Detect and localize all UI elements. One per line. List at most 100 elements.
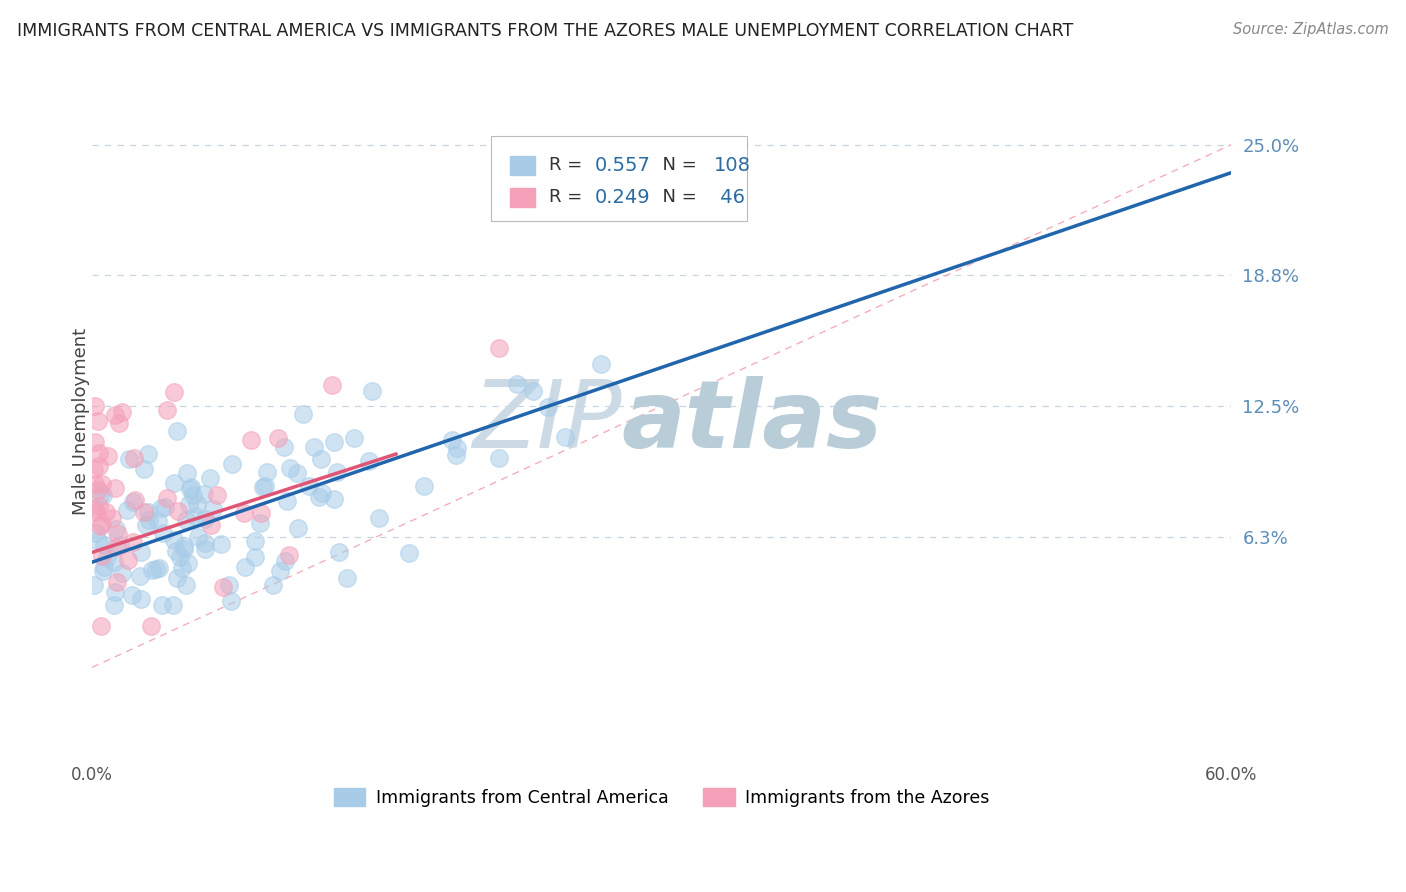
Point xyxy=(243,549,266,564)
Point xyxy=(276,494,298,508)
Point xyxy=(357,454,380,468)
Point xyxy=(262,578,284,592)
Legend: Immigrants from Central America, Immigrants from the Azores: Immigrants from Central America, Immigra… xyxy=(328,781,997,814)
Point xyxy=(84,477,107,491)
Point xyxy=(173,541,195,556)
Point xyxy=(150,500,173,515)
Point xyxy=(138,513,160,527)
Point xyxy=(233,559,256,574)
Point xyxy=(104,481,127,495)
Text: 0.249: 0.249 xyxy=(595,188,650,207)
Point xyxy=(94,505,117,519)
Point xyxy=(446,442,468,456)
Text: ZIP: ZIP xyxy=(472,376,621,467)
Point xyxy=(239,433,262,447)
Point xyxy=(148,515,170,529)
Text: 108: 108 xyxy=(714,156,751,175)
Point xyxy=(179,497,201,511)
Point xyxy=(172,561,194,575)
Point xyxy=(84,502,107,516)
Point xyxy=(107,417,129,431)
Point xyxy=(179,482,201,496)
Point xyxy=(105,522,128,536)
Point xyxy=(198,471,221,485)
Point xyxy=(124,492,146,507)
Point xyxy=(322,435,344,450)
Point xyxy=(108,538,131,552)
Point xyxy=(111,566,134,580)
Point xyxy=(287,466,309,480)
Text: N =: N = xyxy=(651,156,703,175)
Point xyxy=(266,431,288,445)
Point xyxy=(661,200,683,214)
Point xyxy=(83,462,105,476)
Point xyxy=(522,384,544,399)
Point xyxy=(166,424,188,438)
Point xyxy=(87,533,110,548)
Point xyxy=(103,598,125,612)
Point xyxy=(131,591,153,606)
Point xyxy=(278,548,301,562)
Point xyxy=(218,578,240,592)
Text: IMMIGRANTS FROM CENTRAL AMERICA VS IMMIGRANTS FROM THE AZORES MALE UNEMPLOYMENT : IMMIGRANTS FROM CENTRAL AMERICA VS IMMIG… xyxy=(17,22,1073,40)
Point xyxy=(91,565,114,579)
Point xyxy=(93,538,115,552)
Point xyxy=(128,568,150,582)
FancyBboxPatch shape xyxy=(510,156,536,175)
Point xyxy=(367,511,389,525)
Point xyxy=(117,552,139,566)
Point xyxy=(89,488,111,502)
Point xyxy=(104,408,127,422)
Point xyxy=(174,513,197,527)
Point xyxy=(134,505,156,519)
Point xyxy=(336,571,359,585)
Point xyxy=(104,541,127,555)
Point xyxy=(153,500,176,514)
Point xyxy=(186,497,208,511)
Point xyxy=(291,407,314,421)
Point xyxy=(298,479,321,493)
Point xyxy=(278,461,301,475)
FancyBboxPatch shape xyxy=(491,136,747,221)
Point xyxy=(84,399,107,413)
Point xyxy=(180,480,202,494)
Text: R =: R = xyxy=(548,156,588,175)
Point xyxy=(115,502,138,516)
Point xyxy=(440,433,463,447)
FancyBboxPatch shape xyxy=(510,188,536,207)
Point xyxy=(326,465,349,479)
Text: 46: 46 xyxy=(714,188,745,207)
Point xyxy=(177,556,200,570)
Point xyxy=(163,384,186,399)
Point xyxy=(156,491,179,505)
Point xyxy=(309,452,332,467)
Text: 0.557: 0.557 xyxy=(595,156,651,175)
Point xyxy=(91,488,114,502)
Point xyxy=(269,565,291,579)
Point xyxy=(145,562,167,576)
Point xyxy=(91,549,114,563)
Point xyxy=(141,564,163,578)
Point xyxy=(132,462,155,476)
Point xyxy=(194,542,217,557)
Point xyxy=(253,479,276,493)
Point xyxy=(245,534,267,549)
Point xyxy=(103,555,125,569)
Point xyxy=(84,505,107,519)
Point xyxy=(194,511,217,525)
Point xyxy=(124,450,146,465)
Point xyxy=(93,559,115,574)
Point xyxy=(90,618,112,632)
Point xyxy=(83,434,105,449)
Point xyxy=(121,535,143,549)
Point xyxy=(173,539,195,553)
Point xyxy=(176,466,198,480)
Point xyxy=(97,449,120,463)
Point xyxy=(554,430,576,444)
Point xyxy=(308,490,330,504)
Text: N =: N = xyxy=(651,188,703,206)
Point xyxy=(162,533,184,547)
Point xyxy=(207,487,229,501)
Point xyxy=(591,357,613,371)
Point xyxy=(136,505,159,519)
